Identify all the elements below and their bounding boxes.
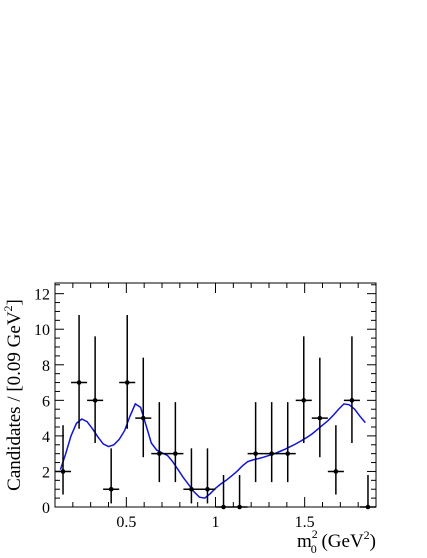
y-tick-label: 4 (42, 429, 50, 446)
data-points (55, 315, 376, 510)
y-tick-label: 10 (34, 322, 50, 339)
x-axis-label-sub: 0 (311, 542, 317, 553)
data-point (103, 448, 120, 504)
data-marker (124, 380, 130, 385)
x-axis-label-unit-close: ) (370, 531, 376, 552)
x-axis-label-unit-sup: 2 (364, 528, 370, 542)
data-marker (173, 451, 178, 456)
x-axis-label-unit: (GeV (317, 531, 364, 552)
y-axis-label: Candidates / [0.09 GeV2] (1, 299, 25, 491)
data-point (71, 315, 88, 429)
data-marker (221, 504, 226, 510)
data-point (199, 448, 216, 504)
data-marker (349, 398, 355, 403)
data-point (247, 402, 264, 483)
y-tick-label: 0 (42, 500, 50, 517)
data-marker (205, 486, 210, 492)
x-tick-label: 1 (212, 514, 220, 531)
x-axis-ticks: 0.5 1 1.5 (72, 283, 359, 531)
y-axis-label-main: Candidates / [0.09 GeV (4, 311, 25, 491)
data-marker (317, 415, 323, 421)
data-marker (157, 451, 162, 456)
data-marker (269, 451, 274, 456)
data-marker (365, 504, 371, 510)
data-point (311, 357, 328, 458)
data-marker (301, 398, 307, 403)
data-point (135, 357, 152, 458)
data-point (55, 425, 72, 495)
y-axis-ticks: 0 2 4 6 8 10 12 (34, 284, 376, 517)
data-marker (92, 398, 98, 403)
data-point (167, 402, 184, 483)
y-tick-label: 8 (42, 358, 50, 375)
svg-text:m20 (GeV2): m2 0 (GeV2) (297, 527, 376, 553)
data-point (343, 336, 360, 443)
fit-curve (59, 402, 366, 499)
data-marker (285, 451, 291, 456)
data-point (279, 402, 296, 483)
data-point (183, 448, 200, 504)
data-marker (108, 486, 114, 492)
data-marker (333, 469, 339, 474)
data-point (263, 402, 280, 483)
y-tick-label: 2 (42, 464, 50, 481)
x-tick-label: 1.5 (295, 514, 315, 531)
data-marker (140, 415, 146, 421)
x-axis-label-sup: 2 (312, 527, 318, 541)
data-marker (189, 486, 194, 492)
data-point (359, 475, 376, 510)
data-point (215, 475, 232, 510)
plot-frame (54, 282, 377, 508)
data-marker (76, 380, 82, 385)
data-point (87, 336, 104, 443)
data-point (327, 425, 344, 495)
data-point (151, 402, 168, 483)
data-point (231, 475, 248, 510)
y-tick-label: 12 (34, 287, 50, 304)
y-axis-label-sup: 2 (1, 305, 15, 311)
data-marker (253, 451, 258, 456)
data-marker (237, 504, 242, 510)
data-marker (60, 469, 66, 474)
x-axis-label-m: m (297, 531, 312, 552)
y-tick-label: 6 (42, 393, 50, 410)
data-point (295, 336, 312, 443)
svg-text:Candidates / [0.09 GeV2]: Candidates / [0.09 GeV2] (1, 299, 25, 491)
data-point (119, 315, 136, 429)
x-tick-label: 0.5 (116, 514, 136, 531)
x-axis-label: m2 0 (GeV2) (297, 527, 376, 556)
y-axis-label-close: ] (4, 299, 25, 305)
